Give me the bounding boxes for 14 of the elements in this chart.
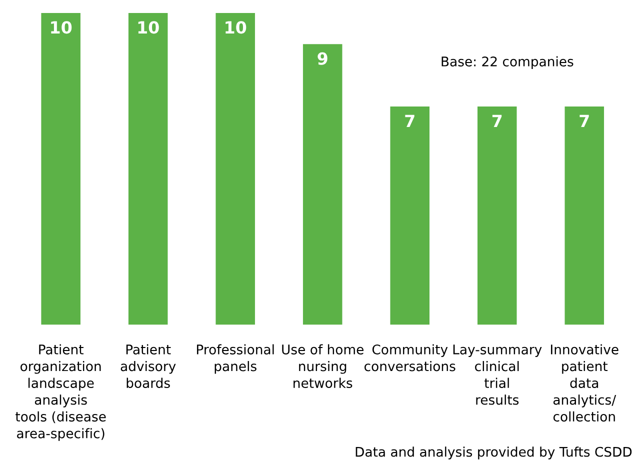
x-tick-label: Professional panels (197, 344, 274, 374)
x-tick-label: Patient organization landscape analysis tools (disease area-specific) (16, 344, 106, 441)
data-label: 10 (138, 21, 159, 34)
data-label: 7 (405, 114, 414, 127)
data-label: 7 (492, 114, 502, 127)
text: Data and analysis provided by Tufts CSDD (356, 446, 632, 460)
x-tick-label: Innovative patient data analytics/ collection (550, 344, 618, 422)
data-label: 7 (580, 114, 589, 127)
data-label: 9 (318, 52, 328, 65)
data-label: 10 (226, 21, 246, 34)
x-tick-label: Use of home nursing networks (282, 344, 364, 388)
data-label: 10 (51, 21, 72, 34)
x-tick-label: Patient advisory boards (120, 344, 176, 388)
annotation: Base: 22 companies (442, 56, 574, 70)
